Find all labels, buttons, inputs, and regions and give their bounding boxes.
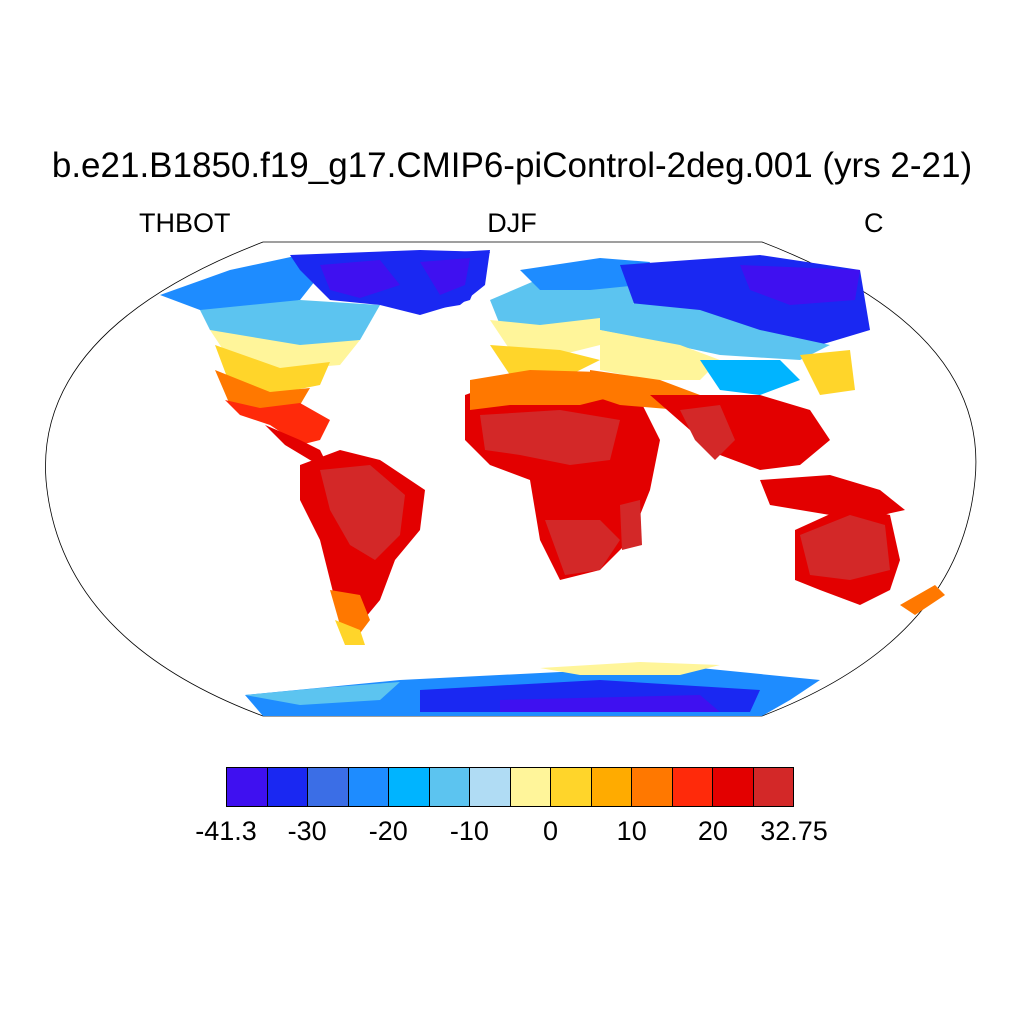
colorbar-box-9	[591, 768, 632, 806]
maritime-continent	[760, 475, 905, 520]
colorbar-box-7	[510, 768, 551, 806]
colorbar-tick-label: -10	[449, 816, 489, 846]
colorbar-box-12	[713, 768, 754, 806]
colorbar-tick-label: 32.75	[760, 816, 828, 846]
colorbar-box-8	[551, 768, 592, 806]
colorbar-box-3	[348, 768, 389, 806]
colorbar-tick-label: -20	[368, 816, 408, 846]
colorbar-box-1	[267, 768, 308, 806]
new-zealand	[900, 585, 945, 615]
antarctica	[245, 662, 820, 716]
plot-title: b.e21.B1850.f19_g17.CMIP6-piControl-2deg…	[51, 146, 973, 185]
colorbar-box-4	[389, 768, 430, 806]
season-label: DJF	[487, 208, 537, 238]
colorbar-box-5	[429, 768, 470, 806]
colorbar-box-6	[470, 768, 511, 806]
colorbar-tick-label: 20	[697, 816, 728, 846]
colorbar-tick-label: -41.3	[195, 816, 257, 846]
colorbar-box-11	[672, 768, 713, 806]
colorbar-tick-label: 10	[616, 816, 647, 846]
colorbar-box-13	[753, 768, 793, 806]
australia	[795, 505, 900, 605]
variable-label: THBOT	[139, 208, 231, 238]
colorbar-tick-label: -30	[287, 816, 327, 846]
colorbar-box-2	[308, 768, 349, 806]
colorbar	[226, 767, 794, 807]
north-america	[160, 250, 490, 470]
units-label: C	[864, 208, 884, 238]
colorbar-box-10	[632, 768, 673, 806]
colorbar-box-0	[227, 768, 268, 806]
south-america	[300, 450, 425, 645]
asia	[590, 255, 870, 470]
africa	[465, 370, 660, 580]
colorbar-tick-label: 0	[543, 816, 559, 846]
